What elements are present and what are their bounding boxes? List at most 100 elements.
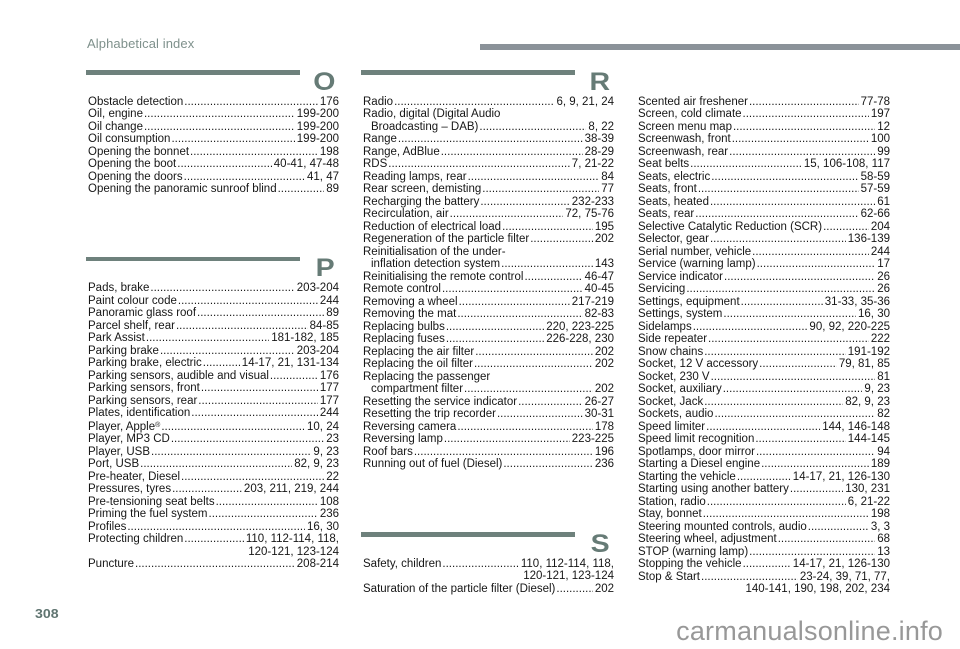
dot-leader: ........................................… — [722, 383, 863, 395]
index-entry: Reinitialisation of the under- — [363, 246, 614, 259]
entry-label: Opening the doors — [88, 170, 183, 183]
dot-leader: ........................................… — [445, 333, 544, 345]
index-entry-pages-continuation: 120-121, 123-124 — [88, 546, 339, 559]
index-entry: Removing a wheel........................… — [363, 296, 614, 309]
index-entry: Steering wheel, adjustment..............… — [638, 533, 890, 546]
index-entry: Radio, digital (Digital Audio — [363, 108, 614, 121]
dot-leader: ........................................… — [695, 208, 859, 220]
watermark: carmanualsonline.info — [676, 615, 943, 646]
dot-leader: ........................................… — [464, 383, 593, 395]
index-entry: Rear screen, demisting..................… — [363, 183, 614, 196]
index-entry: Selective Catalytic Reduction (SCR).....… — [638, 221, 890, 234]
dot-leader: ........................................… — [479, 120, 586, 133]
dot-leader: ........................................… — [732, 120, 876, 133]
index-entry: Screenwash, rear........................… — [638, 146, 890, 159]
dot-leader: ........................................… — [473, 358, 593, 370]
entry-pages: 136-139 — [847, 233, 890, 245]
entry-label-continued: compartment filter — [371, 383, 464, 395]
index-entry: Sockets, audio..........................… — [638, 408, 890, 421]
entry-pages-continued: 120-121, 123-124 — [523, 570, 614, 582]
index-section-p: P Pads, brake............................… — [86, 256, 339, 571]
index-section-continued: Scented air freshener...................… — [638, 96, 890, 596]
entry-label: Panoramic glass roof — [88, 307, 197, 319]
section-rule — [361, 532, 575, 537]
entry-pages: 177 — [319, 394, 339, 407]
index-entry: Starting the vehicle....................… — [638, 471, 890, 484]
dot-leader: ........................................… — [709, 195, 876, 208]
index-entry: Pressures, tyres........................… — [88, 483, 339, 496]
index-entry: Obstacle detection......................… — [88, 96, 339, 109]
entry-label: Replacing fuses — [363, 333, 445, 345]
index-entry: Oil change..............................… — [88, 121, 339, 134]
entry-label: Rear screen, demisting — [363, 183, 482, 195]
index-entry: Seats, heated...........................… — [638, 196, 890, 209]
entry-label: Radio, digital (Digital Audio — [363, 108, 501, 120]
dot-leader: ........................................… — [755, 445, 875, 458]
entry-label: Seats, rear — [638, 208, 695, 220]
index-entry-pages-continuation: 140-141, 190, 198, 202, 234 — [638, 583, 890, 596]
index-entry: Seats, rear.............................… — [638, 208, 890, 221]
index-entry-continuation: compartment filter......................… — [363, 383, 614, 396]
dot-leader: ........................................… — [697, 183, 859, 195]
entry-pages: 89 — [326, 307, 339, 319]
index-entry: Servicing...............................… — [638, 283, 890, 296]
dot-leader: ........................................… — [458, 295, 570, 308]
entry-label: Selective Catalytic Reduction (SCR) — [638, 220, 823, 233]
entry-label: Parking sensors, rear — [88, 394, 198, 407]
dot-leader: ........................................… — [709, 233, 846, 245]
dot-leader: ........................................… — [518, 395, 583, 408]
entry-label: Recirculation, air — [363, 208, 449, 220]
index-entry: Running out of fuel (Diesel)............… — [363, 458, 614, 471]
index-section-r: R Radio..................................… — [361, 69, 614, 471]
entry-label: Scented air freshener — [638, 95, 748, 108]
entry-pages: 204 — [870, 220, 890, 233]
entry-pages: 82, 9, 23 — [294, 458, 339, 470]
dot-leader: ........................................… — [442, 557, 519, 570]
entry-pages: 178 — [594, 420, 614, 433]
entry-pages: 176 — [319, 95, 339, 108]
entry-label: Range — [363, 133, 397, 145]
entry-label: Station, radio — [638, 495, 706, 508]
entry-label: Starting the vehicle — [638, 470, 736, 483]
dot-leader: ........................................… — [482, 183, 600, 195]
index-entry: Reduction of electrical load............… — [363, 221, 614, 234]
entry-label: Regeneration of the particle filter — [363, 233, 530, 245]
entry-pages: 82-83 — [584, 308, 614, 320]
entry-label: Protecting children — [88, 533, 184, 545]
index-entry: Resetting the service indicator.........… — [363, 396, 614, 409]
dot-leader: ........................................… — [457, 420, 592, 433]
entry-pages: 17 — [877, 258, 890, 270]
entry-label: Socket, 12 V accessory — [638, 358, 759, 370]
entry-label: Stopping the vehicle — [638, 558, 742, 570]
index-entry: Parking sensors, audible and visual.....… — [88, 370, 339, 383]
entry-label: Reading lamps, rear — [363, 170, 467, 183]
index-entry: Opening the doors.......................… — [88, 171, 339, 184]
index-entry: Reinitialising the remote control.......… — [363, 271, 614, 284]
entry-label: Resetting the service indicator — [363, 395, 518, 408]
dot-leader: ........................................… — [706, 495, 846, 508]
index-entry: Park Assist.............................… — [88, 332, 339, 345]
entry-label: Socket, 230 V — [638, 370, 710, 383]
index-entry: Station, radio..........................… — [638, 496, 890, 509]
entry-label: Oil consumption — [88, 133, 171, 145]
entry-pages: 203-204 — [296, 344, 339, 357]
entry-pages-continued: 140-141, 190, 198, 202, 234 — [745, 583, 890, 595]
entry-label: Seat belts — [638, 158, 690, 170]
dot-leader: ........................................… — [449, 208, 564, 220]
entry-pages: 79, 81, 85 — [838, 358, 890, 370]
dot-leader: ........................................… — [172, 483, 242, 495]
index-column-3: Scented air freshener...................… — [638, 0, 890, 649]
dot-leader: ........................................… — [736, 470, 791, 483]
dot-leader: ........................................… — [397, 133, 583, 145]
dot-leader: ........................................… — [752, 245, 869, 258]
entry-label: Player, Apple® — [88, 420, 161, 433]
entry-label-continued: Broadcasting – DAB) — [371, 120, 479, 133]
entry-pages: 3, 3 — [870, 520, 890, 533]
entry-pages: 46-47 — [584, 270, 614, 283]
index-entry: Removing the mat........................… — [363, 308, 614, 321]
entry-pages: 26 — [877, 270, 890, 283]
entry-label: Side repeater — [638, 333, 708, 345]
entry-pages: 58-59 — [860, 170, 890, 183]
dot-leader: ........................................… — [184, 95, 318, 108]
index-entry: Pre-tensioning seat belts...............… — [88, 496, 339, 509]
